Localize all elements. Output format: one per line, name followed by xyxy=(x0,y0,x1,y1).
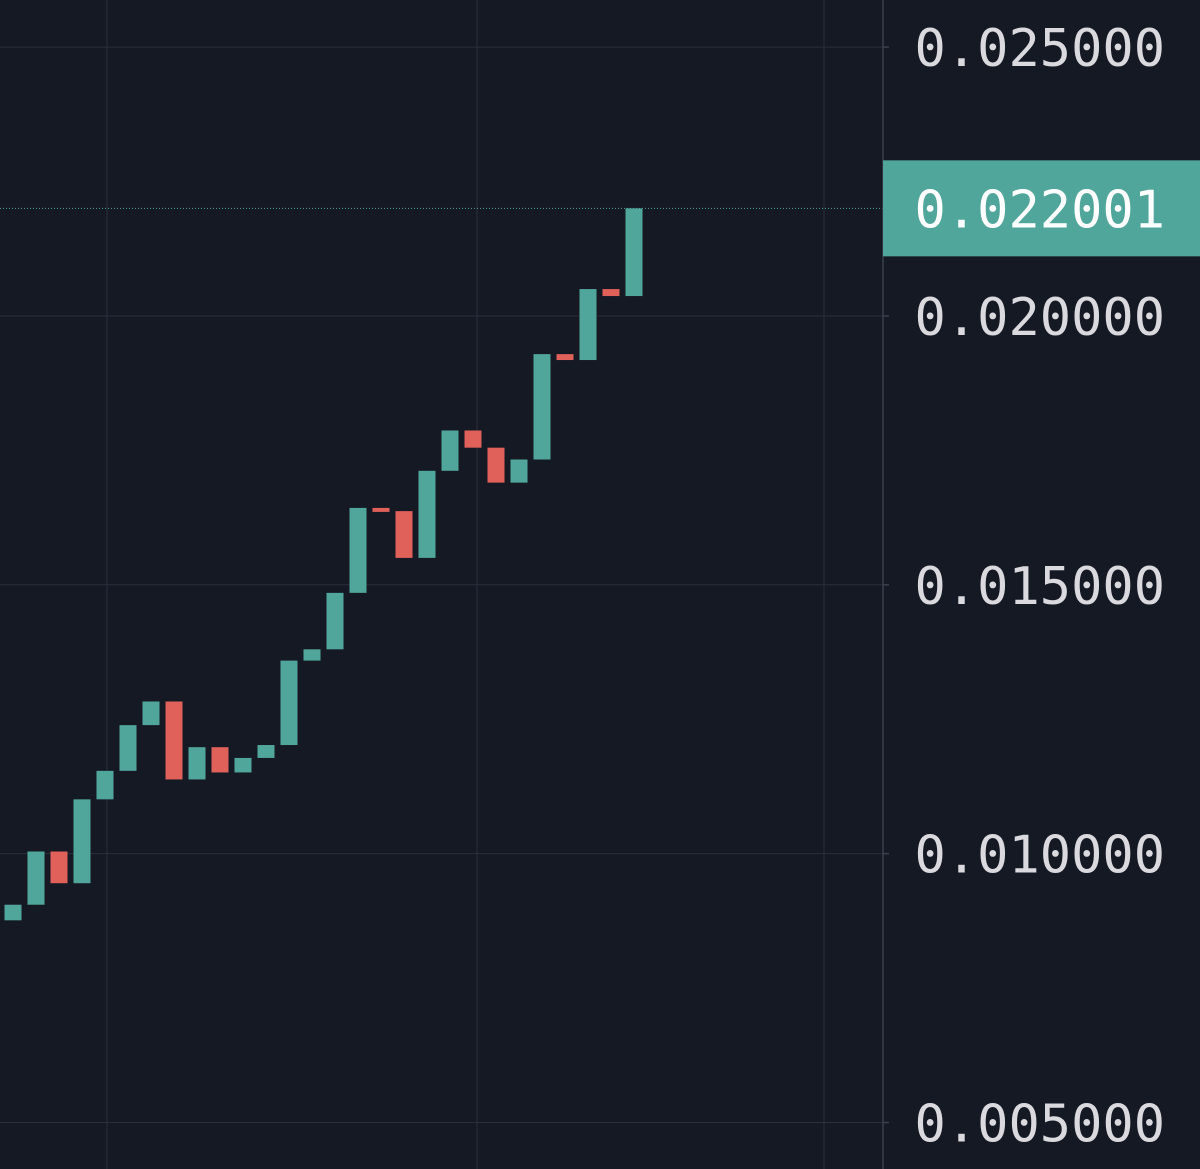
candle[interactable] xyxy=(234,757,252,773)
candle[interactable] xyxy=(50,851,68,884)
y-tick-label: 0.015000 xyxy=(915,557,1165,617)
y-tick-label: 0.005000 xyxy=(915,1094,1165,1154)
candle[interactable] xyxy=(602,289,620,297)
candle[interactable] xyxy=(441,430,459,471)
candle[interactable] xyxy=(556,354,574,361)
y-tick-label: 0.010000 xyxy=(915,826,1165,886)
candle[interactable] xyxy=(119,725,137,771)
candle[interactable] xyxy=(533,354,551,460)
y-tick-label: 0.020000 xyxy=(915,288,1165,348)
price-axis-labels: 0.025000 0.020000 0.015000 0.010000 0.00… xyxy=(915,19,1165,1154)
horizontal-gridlines xyxy=(0,46,883,1123)
candle[interactable] xyxy=(326,592,344,650)
candle[interactable] xyxy=(4,904,22,921)
last-price-label: 0.022001 xyxy=(915,180,1165,240)
candle[interactable] xyxy=(395,511,413,558)
y-tick-label: 0.025000 xyxy=(915,19,1165,79)
candle[interactable] xyxy=(418,470,436,558)
candle[interactable] xyxy=(27,851,45,905)
candle[interactable] xyxy=(464,430,482,448)
last-price-badge-background xyxy=(883,160,1200,257)
candle[interactable] xyxy=(165,701,183,780)
candle[interactable] xyxy=(280,660,298,746)
candles-layer xyxy=(4,208,643,921)
price-axis-ticks xyxy=(883,46,889,1124)
candle[interactable] xyxy=(73,799,91,884)
candle[interactable] xyxy=(211,747,229,773)
candle[interactable] xyxy=(257,745,275,758)
last-price-badge: 0.022001 xyxy=(883,160,1200,257)
candle[interactable] xyxy=(142,701,160,726)
candle[interactable] xyxy=(96,770,114,800)
candle[interactable] xyxy=(510,459,528,483)
candle[interactable] xyxy=(487,447,505,483)
candle[interactable] xyxy=(625,208,643,297)
candle[interactable] xyxy=(372,507,390,512)
candle[interactable] xyxy=(349,507,367,593)
candle[interactable] xyxy=(303,649,321,661)
price-axis[interactable]: 0.025000 0.020000 0.015000 0.010000 0.00… xyxy=(882,0,1200,1169)
candle[interactable] xyxy=(188,747,206,780)
candle[interactable] xyxy=(579,289,597,361)
